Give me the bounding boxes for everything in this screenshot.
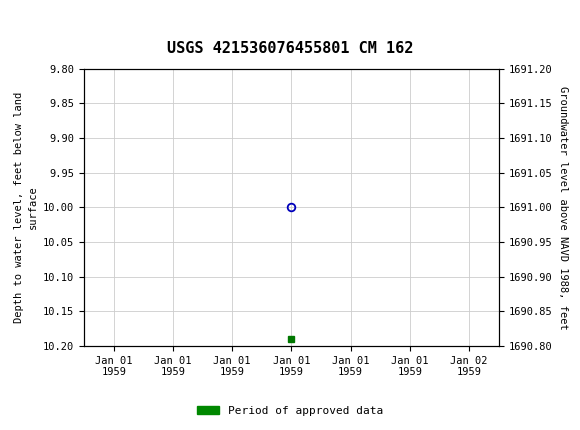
Y-axis label: Depth to water level, feet below land
surface: Depth to water level, feet below land su… xyxy=(13,92,38,323)
Legend: Period of approved data: Period of approved data xyxy=(193,401,387,420)
Y-axis label: Groundwater level above NAVD 1988, feet: Groundwater level above NAVD 1988, feet xyxy=(558,86,568,329)
Text: USGS: USGS xyxy=(44,10,107,30)
Text: USGS 421536076455801 CM 162: USGS 421536076455801 CM 162 xyxy=(167,41,413,56)
